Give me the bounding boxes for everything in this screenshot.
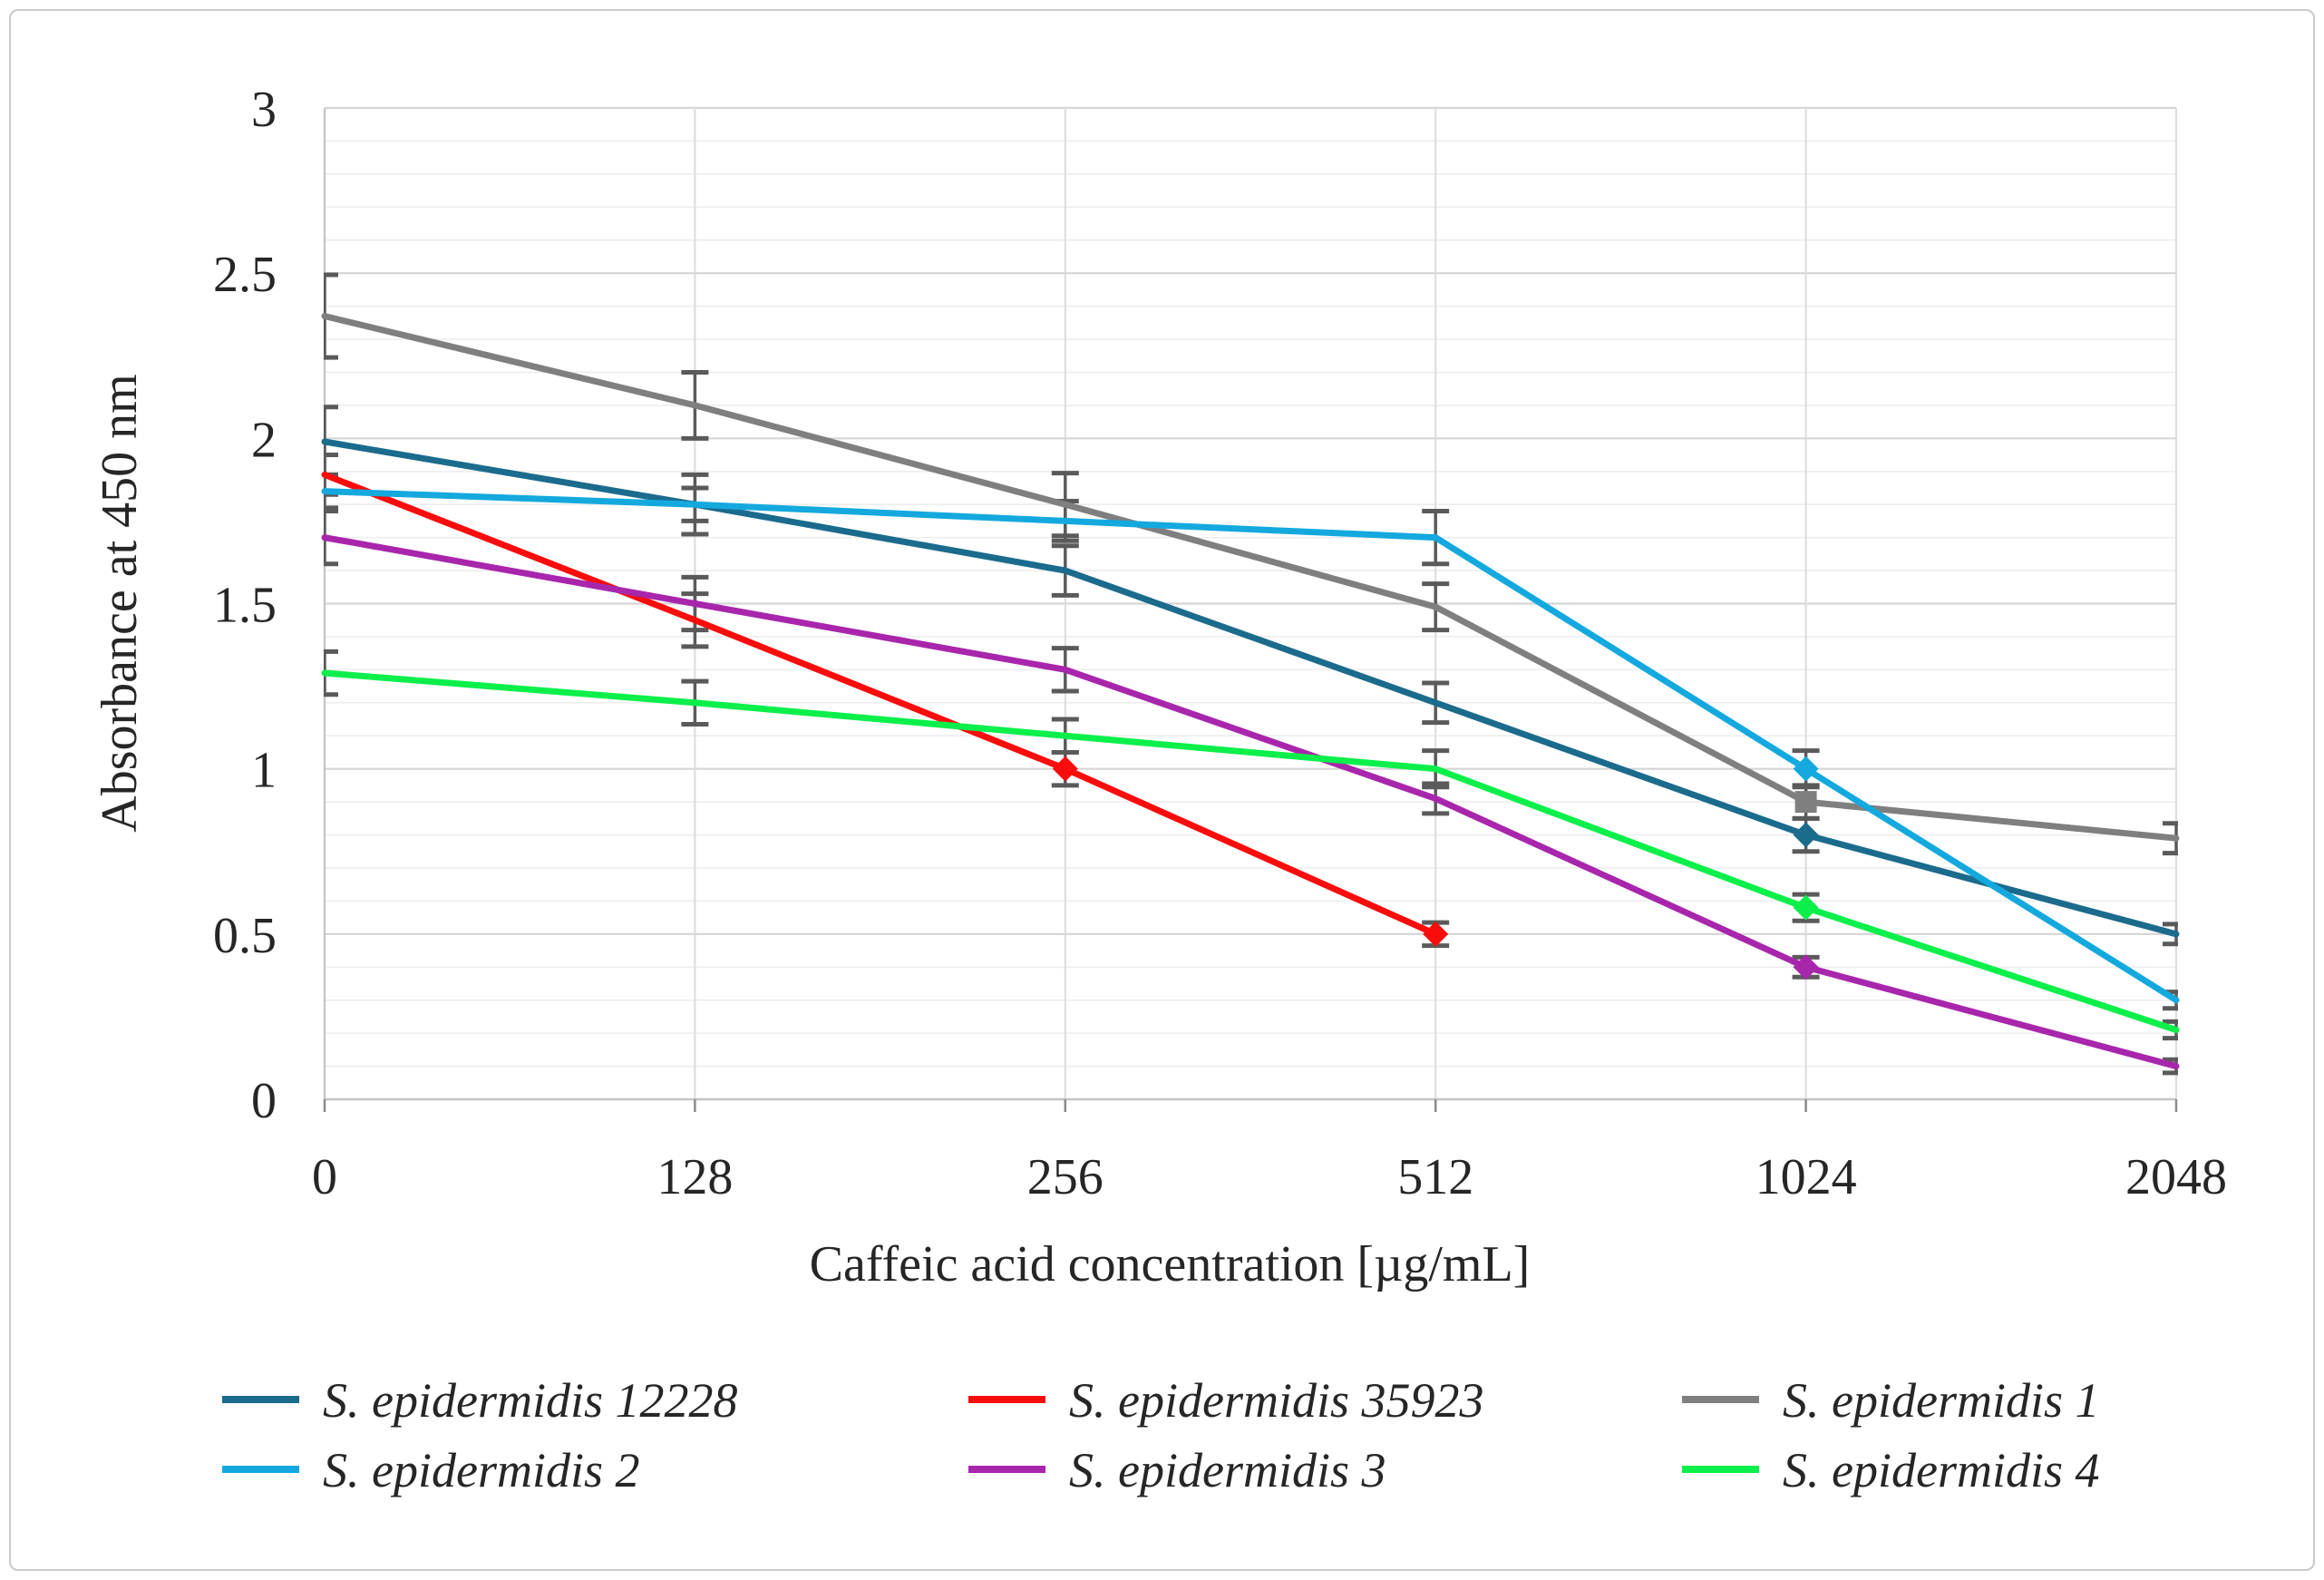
gridlines <box>325 106 2177 1101</box>
data-marker-square <box>1794 791 1817 814</box>
y-tick-label: 2 <box>251 412 277 468</box>
legend-item: S. epidermidis 4 <box>1682 1443 2099 1497</box>
series-line-s-epidermidis-2 <box>321 488 2180 1004</box>
legend-item: S. epidermidis 2 <box>222 1443 639 1497</box>
legend-item: S. epidermidis 1 <box>1682 1373 2099 1428</box>
series-line-s-epidermidis-35923 <box>321 471 1439 938</box>
series-line-s-epidermidis-1 <box>321 313 2180 842</box>
data-marker-diamond <box>1793 756 1819 782</box>
data-marker-diamond <box>1793 954 1819 980</box>
error-bars <box>324 272 2178 1076</box>
series-markers <box>1052 756 1819 980</box>
legend-item: S. epidermidis 3 <box>968 1443 1386 1497</box>
legend-label: S. epidermidis 4 <box>1783 1443 2099 1497</box>
legend-label: S. epidermidis 3 <box>1069 1443 1386 1497</box>
x-tick-label: 128 <box>656 1149 733 1205</box>
series-line-s-epidermidis-12228 <box>321 438 2180 938</box>
legend-label: S. epidermidis 35923 <box>1069 1373 1483 1428</box>
axis-tick-labels: 0 0.5 1 1.5 2 2.5 3 0 128 256 512 1024 2048 <box>213 82 2227 1205</box>
y-tick-label: 3 <box>251 82 277 138</box>
series-line-s-epidermidis-4 <box>321 669 2180 1033</box>
y-tick-label: 0.5 <box>213 908 277 964</box>
legend-item: S. epidermidis 12228 <box>222 1373 737 1428</box>
legend: S. epidermidis 12228 S. epidermidis 35923… <box>222 1373 2099 1497</box>
x-tick-label: 2048 <box>2125 1149 2227 1205</box>
series-line-s-epidermidis-3 <box>321 534 2180 1070</box>
data-marker-diamond <box>1793 822 1819 848</box>
x-tick-label: 256 <box>1027 1149 1104 1205</box>
x-tick-label: 1024 <box>1755 1149 1857 1205</box>
legend-label: S. epidermidis 2 <box>323 1443 639 1497</box>
legend-label: S. epidermidis 1 <box>1783 1373 2099 1428</box>
y-tick-label: 1.5 <box>213 578 277 634</box>
legend-label: S. epidermidis 12228 <box>323 1373 737 1428</box>
y-tick-label: 0 <box>251 1073 277 1129</box>
x-tick-label: 0 <box>312 1149 337 1205</box>
y-tick-label: 2.5 <box>213 247 277 303</box>
series-lines <box>321 313 2180 1070</box>
y-tick-label: 1 <box>251 743 277 799</box>
x-tick-label: 512 <box>1397 1149 1473 1205</box>
data-marker-diamond <box>1793 894 1819 921</box>
legend-item: S. epidermidis 35923 <box>968 1373 1483 1428</box>
x-axis-title: Caffeic acid concentration [µg/mL] <box>810 1236 1531 1292</box>
data-marker-diamond <box>1052 756 1078 782</box>
y-axis-title: Absorbance at 450 nm <box>92 374 148 832</box>
data-marker-diamond <box>1423 921 1449 947</box>
axes <box>323 108 2178 1112</box>
